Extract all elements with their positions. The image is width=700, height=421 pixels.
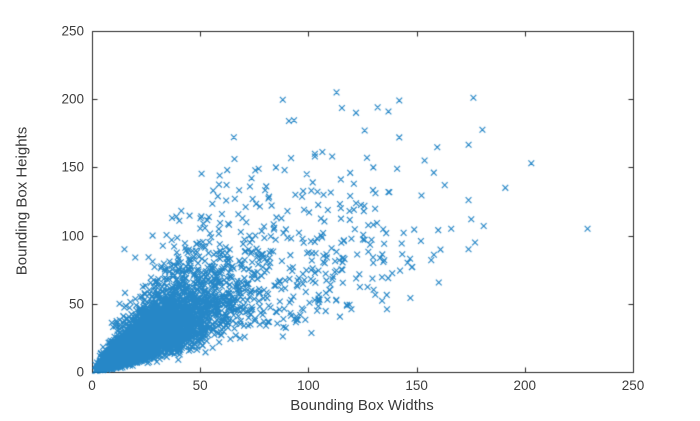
y-tick-label: 0 <box>76 364 84 380</box>
x-tick-label: 200 <box>513 378 537 393</box>
y-tick-label: 250 <box>61 23 84 39</box>
x-tick-label: 150 <box>405 378 428 393</box>
y-tick-label: 150 <box>61 159 84 175</box>
y-tick-label: 200 <box>61 91 84 107</box>
y-axis-label: Bounding Box Heights <box>13 126 31 276</box>
y-tick-label: 50 <box>68 296 84 312</box>
x-tick-label: 250 <box>621 378 645 393</box>
x-tick-label: 100 <box>297 378 320 393</box>
x-tick-label: 0 <box>88 378 96 393</box>
x-tick-label: 50 <box>192 378 208 393</box>
y-tick-label: 100 <box>61 228 84 244</box>
x-axis-label: Bounding Box Widths <box>290 397 434 414</box>
